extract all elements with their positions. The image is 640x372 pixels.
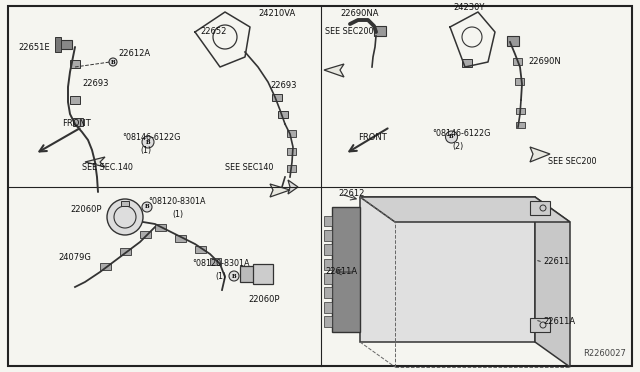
Text: 24210VA: 24210VA — [258, 10, 295, 19]
Circle shape — [445, 131, 458, 143]
Bar — [462, 59, 472, 67]
Bar — [513, 58, 522, 65]
Text: SEE SEC.140: SEE SEC.140 — [82, 163, 133, 171]
Bar — [324, 259, 332, 269]
Circle shape — [142, 202, 152, 212]
Text: SEE SEC200: SEE SEC200 — [548, 157, 596, 167]
Text: FRONT: FRONT — [358, 132, 387, 141]
Text: 22612A: 22612A — [118, 49, 150, 58]
Bar — [324, 288, 332, 298]
Polygon shape — [535, 197, 570, 367]
Bar — [70, 96, 80, 104]
Bar — [515, 78, 524, 85]
Bar — [507, 36, 519, 46]
Circle shape — [107, 199, 143, 235]
Text: 22690NA: 22690NA — [340, 10, 378, 19]
Bar — [278, 111, 288, 118]
Text: 22060P: 22060P — [248, 295, 280, 305]
Text: °08146-6122G: °08146-6122G — [122, 134, 180, 142]
Text: 22693: 22693 — [270, 81, 296, 90]
Text: FRONT: FRONT — [62, 119, 91, 128]
Bar — [324, 230, 332, 241]
Bar — [530, 318, 550, 332]
Bar — [374, 26, 386, 36]
Bar — [155, 224, 166, 231]
Text: 22652: 22652 — [200, 28, 227, 36]
Bar — [324, 302, 332, 312]
Bar — [287, 165, 296, 172]
Circle shape — [229, 271, 239, 281]
Text: B: B — [111, 60, 115, 64]
Bar — [70, 60, 80, 68]
Bar — [210, 258, 221, 265]
Text: 22693: 22693 — [82, 80, 109, 89]
Bar — [360, 197, 535, 342]
Bar — [58, 40, 72, 49]
Bar — [140, 231, 151, 238]
Bar — [175, 235, 186, 242]
Bar — [324, 244, 332, 255]
Text: (1): (1) — [172, 209, 183, 218]
Text: (1): (1) — [140, 145, 151, 154]
Polygon shape — [85, 157, 105, 167]
Text: °08146-6122G: °08146-6122G — [432, 129, 490, 138]
Text: R2260027: R2260027 — [583, 349, 626, 358]
Bar — [195, 246, 206, 253]
Text: 22611: 22611 — [543, 257, 570, 266]
Bar — [324, 316, 332, 327]
Bar — [240, 266, 258, 282]
Polygon shape — [324, 64, 344, 77]
Text: 22611A: 22611A — [325, 267, 357, 276]
Bar — [516, 122, 525, 128]
Text: B: B — [232, 273, 236, 279]
Text: 24230Y: 24230Y — [453, 3, 484, 13]
Text: (2): (2) — [452, 141, 463, 151]
Polygon shape — [288, 180, 298, 194]
Bar — [332, 207, 360, 332]
Bar — [100, 263, 111, 270]
Bar — [324, 216, 332, 227]
Polygon shape — [270, 184, 290, 197]
Text: SEE SEC140: SEE SEC140 — [225, 163, 273, 171]
Bar — [287, 148, 296, 155]
Bar — [121, 201, 129, 206]
Bar — [55, 37, 61, 52]
Text: B: B — [146, 140, 150, 144]
Text: 22651E: 22651E — [18, 42, 50, 51]
Text: 22060P: 22060P — [70, 205, 102, 215]
Text: B: B — [449, 135, 454, 140]
Text: °08120-8301A: °08120-8301A — [192, 260, 250, 269]
Text: 22611A: 22611A — [543, 317, 575, 327]
Text: SEE SEC200: SEE SEC200 — [325, 28, 374, 36]
Bar — [287, 130, 296, 137]
Polygon shape — [360, 197, 570, 222]
Text: 22690N: 22690N — [528, 58, 561, 67]
Text: B: B — [145, 205, 149, 209]
Circle shape — [109, 58, 117, 66]
Text: °08120-8301A: °08120-8301A — [148, 198, 205, 206]
Bar — [530, 201, 550, 215]
Polygon shape — [530, 147, 550, 162]
Bar — [324, 273, 332, 284]
Bar — [73, 118, 83, 126]
Bar — [253, 264, 273, 284]
Circle shape — [142, 136, 154, 148]
Bar — [120, 248, 131, 255]
Text: 22612: 22612 — [338, 189, 364, 199]
Bar — [516, 108, 525, 114]
Bar — [272, 94, 282, 101]
Text: 24079G: 24079G — [58, 253, 91, 262]
Text: (1): (1) — [215, 272, 226, 280]
